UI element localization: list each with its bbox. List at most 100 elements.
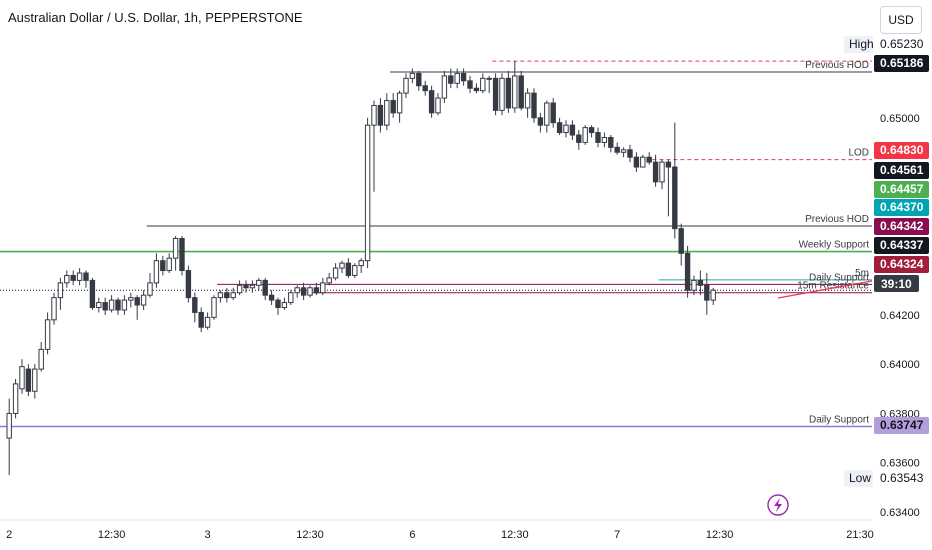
candle[interactable] <box>281 302 288 308</box>
candle[interactable] <box>185 270 192 299</box>
candle[interactable] <box>364 124 371 262</box>
candle[interactable] <box>537 117 544 126</box>
candle[interactable] <box>44 319 51 350</box>
candle[interactable] <box>217 292 224 299</box>
candle[interactable] <box>480 77 486 92</box>
candle[interactable] <box>371 104 377 126</box>
candle[interactable] <box>147 282 153 296</box>
candle[interactable] <box>224 292 230 299</box>
candle[interactable] <box>236 284 243 294</box>
candle[interactable] <box>524 92 531 109</box>
candle[interactable] <box>505 77 512 109</box>
candle[interactable] <box>435 97 441 114</box>
currency-button[interactable]: USD <box>880 6 922 34</box>
candle[interactable] <box>268 294 275 301</box>
candle[interactable] <box>544 102 550 126</box>
candle[interactable] <box>307 287 313 296</box>
candle[interactable] <box>115 299 121 311</box>
candle[interactable] <box>627 149 633 158</box>
candle[interactable] <box>51 297 57 321</box>
candle[interactable] <box>396 92 403 114</box>
candle[interactable] <box>390 100 396 114</box>
candle[interactable] <box>352 265 358 276</box>
candle[interactable] <box>652 161 659 183</box>
candle[interactable] <box>512 75 518 109</box>
candle[interactable] <box>332 267 339 279</box>
candle[interactable] <box>384 100 390 126</box>
candle[interactable] <box>691 279 697 291</box>
candle[interactable] <box>243 284 249 289</box>
candle[interactable] <box>633 156 640 168</box>
candle[interactable] <box>19 366 25 390</box>
candle[interactable] <box>57 282 64 299</box>
candle[interactable] <box>672 166 678 230</box>
candle[interactable] <box>76 272 83 281</box>
candle[interactable] <box>678 228 684 254</box>
candle[interactable] <box>460 72 467 82</box>
candle[interactable] <box>697 279 704 286</box>
candle[interactable] <box>89 279 96 308</box>
candle[interactable] <box>448 75 454 84</box>
candle[interactable] <box>345 262 352 276</box>
candle[interactable] <box>486 77 492 80</box>
candle[interactable] <box>473 87 480 92</box>
candle[interactable] <box>582 127 588 143</box>
candle[interactable] <box>313 287 320 294</box>
candle[interactable] <box>704 284 710 301</box>
candle[interactable] <box>556 122 563 134</box>
candle[interactable] <box>563 124 569 134</box>
candle[interactable] <box>6 412 12 439</box>
candle[interactable] <box>108 299 115 311</box>
candle[interactable] <box>358 260 364 267</box>
candle[interactable] <box>608 136 614 148</box>
candle[interactable] <box>256 279 262 286</box>
candle[interactable] <box>320 282 326 294</box>
candle[interactable] <box>620 149 627 153</box>
candle[interactable] <box>192 297 198 313</box>
candle[interactable] <box>12 383 19 414</box>
candle[interactable] <box>38 348 44 370</box>
candle[interactable] <box>588 127 595 134</box>
candle[interactable] <box>121 299 128 311</box>
candle[interactable] <box>25 368 32 392</box>
candle[interactable] <box>153 260 160 284</box>
candle[interactable] <box>576 134 582 143</box>
candle[interactable] <box>300 287 307 296</box>
candle[interactable] <box>262 279 268 296</box>
candle[interactable] <box>422 85 428 92</box>
candle[interactable] <box>64 274 70 284</box>
candle[interactable] <box>640 156 646 168</box>
candle[interactable] <box>646 156 652 163</box>
candle[interactable] <box>428 90 435 114</box>
candle[interactable] <box>102 302 108 311</box>
candle[interactable] <box>441 75 448 99</box>
candle[interactable] <box>211 297 217 318</box>
candle[interactable] <box>230 292 236 299</box>
candle[interactable] <box>518 75 524 109</box>
candle[interactable] <box>134 297 140 306</box>
candle[interactable] <box>710 289 716 301</box>
candle[interactable] <box>166 257 172 272</box>
candle[interactable] <box>614 146 620 153</box>
candle[interactable] <box>467 80 473 89</box>
candle[interactable] <box>160 260 166 272</box>
candle[interactable] <box>140 294 147 306</box>
candle[interactable] <box>684 252 691 291</box>
candle[interactable] <box>416 72 422 87</box>
candle[interactable] <box>172 238 179 259</box>
candle[interactable] <box>659 161 665 183</box>
candle[interactable] <box>288 292 294 304</box>
candle[interactable] <box>569 124 576 136</box>
candle[interactable] <box>377 104 384 126</box>
candle[interactable] <box>601 136 608 143</box>
candle[interactable] <box>32 368 38 392</box>
candle[interactable] <box>326 277 332 284</box>
candle[interactable] <box>409 72 416 79</box>
candle[interactable] <box>550 102 556 124</box>
candle[interactable] <box>275 299 281 308</box>
candle[interactable] <box>179 238 185 272</box>
candle[interactable] <box>249 284 256 289</box>
candle[interactable] <box>128 297 134 301</box>
candle[interactable] <box>339 262 345 269</box>
